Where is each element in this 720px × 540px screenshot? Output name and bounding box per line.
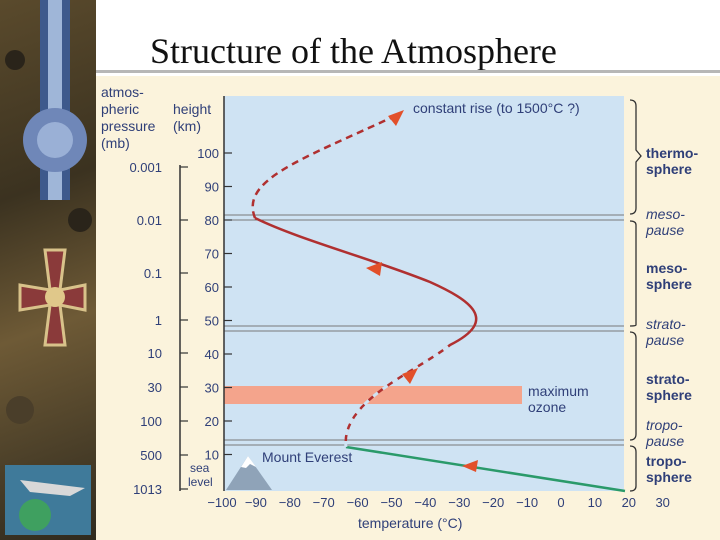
height-tick-label: 70 (205, 247, 219, 262)
x-axis-title: temperature (°C) (358, 515, 462, 531)
title-underline (96, 70, 720, 73)
temperature-tick-label: −30 (448, 495, 470, 510)
pressure-header-line-1: atmos- (101, 84, 144, 100)
pressure-tick-label: 1 (155, 313, 162, 328)
troposphere-label-2: sphere (646, 469, 692, 485)
height-header-line-2: (km) (173, 118, 201, 134)
pressure-tick-label: 0.001 (129, 160, 162, 175)
tropopause-label-1: tropo- (646, 417, 683, 433)
temperature-tick-label: −90 (245, 495, 267, 510)
stratopause-label-1: strato- (646, 316, 686, 332)
pressure-header-line-3: pressure (101, 118, 156, 134)
constant-rise-label: constant rise (to 1500°C ?) (413, 100, 580, 116)
pressure-tick-label: 0.01 (137, 213, 162, 228)
layer-braces (629, 99, 642, 492)
troposphere-profile (345, 445, 626, 493)
pressure-header-line-4: (mb) (101, 135, 130, 151)
troposphere-label-1: tropo- (646, 453, 687, 469)
thermosphere-arrow-icon (388, 110, 404, 126)
sea-level-label-2: level (188, 475, 213, 489)
temperature-tick-label: −70 (313, 495, 335, 510)
temperature-tick-label: −100 (207, 495, 236, 510)
pressure-header-line-2: pheric (101, 101, 139, 117)
temperature-tick-label: −20 (482, 495, 504, 510)
sea-level-label-1: sea (190, 461, 210, 475)
mountain-icon (226, 456, 272, 490)
height-tick-label: 10 (205, 448, 219, 463)
height-tick-label: 20 (205, 414, 219, 429)
stratosphere-label-2: sphere (646, 387, 692, 403)
stratopause-label-2: pause (645, 332, 684, 348)
mesopause-label-2: pause (645, 222, 684, 238)
temperature-tick-label: 30 (655, 495, 669, 510)
troposphere-arrow-icon (462, 460, 478, 472)
thermosphere-label-1: thermo- (646, 145, 698, 161)
decorative-medal-sidebar (0, 0, 96, 540)
height-tick-label: 100 (197, 146, 219, 161)
strato-meso-profile (254, 216, 478, 448)
temperature-tick-label: 20 (622, 495, 636, 510)
temperature-tick-label: −40 (414, 495, 436, 510)
stratosphere-dash-overlay (344, 343, 451, 448)
maximum-ozone-label-1: maximum (528, 383, 589, 399)
stratosphere-label-1: strato- (646, 371, 690, 387)
pressure-tick-label: 1013 (133, 482, 162, 497)
temperature-tick-label: −10 (516, 495, 538, 510)
height-tick-label: 50 (205, 314, 219, 329)
mount-everest-label: Mount Everest (262, 449, 352, 465)
pressure-tick-label: 500 (140, 448, 162, 463)
temperature-tick-label: −50 (380, 495, 402, 510)
sky-region (224, 96, 624, 491)
height-tick-label: 80 (205, 213, 219, 228)
temperature-tick-label: −60 (347, 495, 369, 510)
pressure-tick-label: 30 (148, 380, 162, 395)
tropopause-label-2: pause (645, 433, 684, 449)
temperature-tick-label: −80 (279, 495, 301, 510)
boundary-lines (224, 214, 624, 446)
height-tick-label: 40 (205, 347, 219, 362)
pressure-tick-label: 100 (140, 414, 162, 429)
maximum-ozone-label-2: ozone (528, 399, 566, 415)
temperature-tick-label: 0 (557, 495, 564, 510)
mesosphere-arrow-icon (366, 262, 382, 276)
temperature-tick-label: 10 (588, 495, 602, 510)
thermosphere-label-2: sphere (646, 161, 692, 177)
mesopause-label-1: meso- (646, 206, 685, 222)
pressure-tick-label: 0.1 (144, 266, 162, 281)
pressure-tick-label: 10 (148, 346, 162, 361)
globe-plane-icon (5, 465, 91, 535)
mesosphere-label-1: meso- (646, 260, 688, 276)
medal-ribbon-icon (23, 0, 87, 200)
mesosphere-label-2: sphere (646, 276, 692, 292)
thermosphere-profile (251, 114, 396, 219)
cross-medal-icon (18, 248, 87, 347)
height-tick-label: 30 (205, 381, 219, 396)
height-tick-label: 60 (205, 280, 219, 295)
stratosphere-arrow-icon (402, 368, 418, 384)
height-header-line-1: height (173, 101, 211, 117)
slide-title: Structure of the Atmosphere (150, 31, 557, 71)
height-tick-label: 90 (205, 180, 219, 195)
